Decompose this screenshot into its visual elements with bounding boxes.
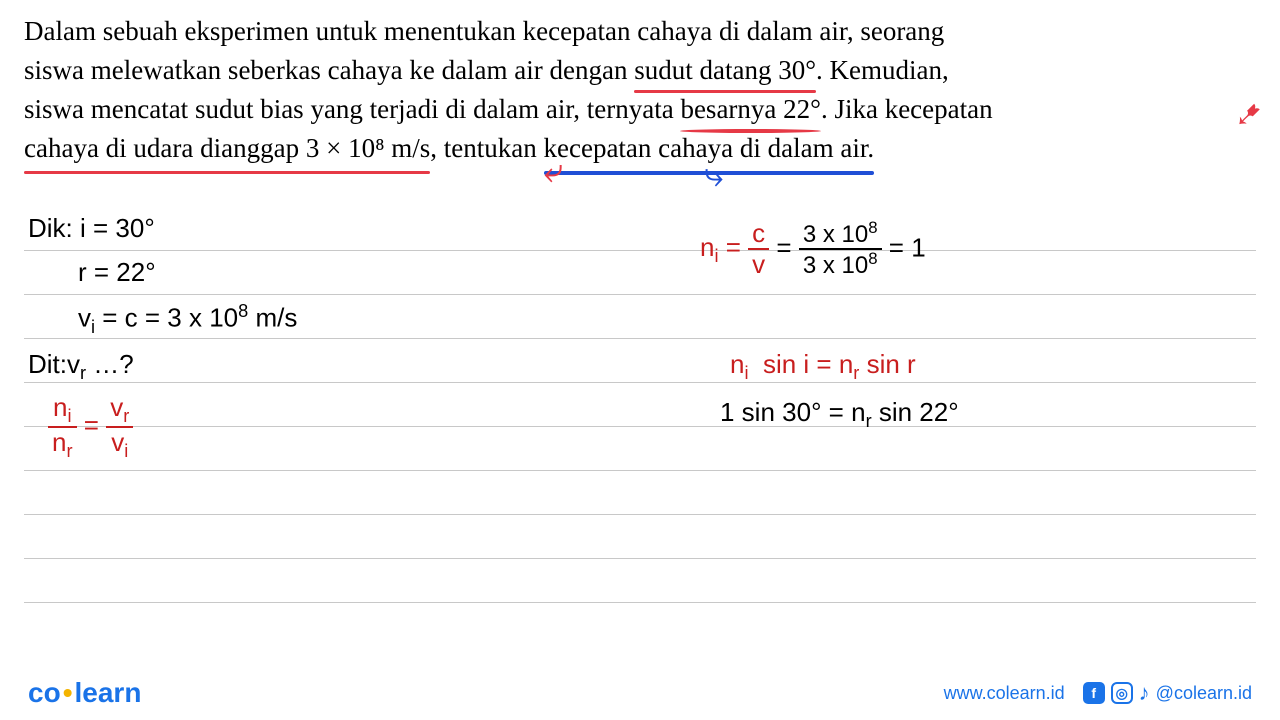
- text-segment: . Kemudian,: [816, 55, 949, 85]
- logo-co: co: [28, 677, 61, 708]
- text-segment: siswa mencatat sudut bias yang terjadi d…: [24, 94, 680, 124]
- problem-statement: Dalam sebuah eksperimen untuk menentukan…: [0, 0, 1280, 179]
- highlight-angle-refraction: besarnya 22°: [680, 90, 821, 129]
- problem-line-3: siswa mencatat sudut bias yang terjadi d…: [24, 90, 1256, 129]
- equals-sign: =: [84, 410, 106, 440]
- logo-learn: learn: [75, 677, 142, 708]
- tiktok-icon: ♪: [1139, 680, 1150, 706]
- frac-ni-nr: ni nr: [48, 393, 77, 461]
- instagram-icon: ◎: [1111, 682, 1133, 704]
- ruled-line: [24, 207, 1256, 251]
- value-vr-asked: vr …?: [67, 349, 134, 379]
- eq-ni-definition: ni = c v = 3 x 108 3 x 108 = 1: [700, 219, 926, 280]
- problem-line-1: Dalam sebuah eksperimen untuk menentukan…: [24, 12, 1256, 51]
- text-segment: . Jika: [821, 94, 885, 124]
- red-arrow-icon: ➷: [1234, 91, 1263, 140]
- social-links: f ◎ ♪ @colearn.id: [1083, 680, 1252, 706]
- value-i: i = 30°: [80, 213, 155, 243]
- text-segment: , tentukan: [430, 133, 543, 163]
- website-url: www.colearn.id: [944, 683, 1065, 704]
- footer: co•learn www.colearn.id f ◎ ♪ @colearn.i…: [0, 666, 1280, 720]
- ruled-line: [24, 471, 1256, 515]
- logo-dot-icon: •: [63, 677, 73, 708]
- problem-line-4: cahaya di udara dianggap 3 × 10⁸ m/s, te…: [24, 129, 1256, 170]
- given-i: Dik: i = 30°: [28, 213, 155, 244]
- text-segment: kecepatan: [885, 94, 993, 124]
- colearn-logo: co•learn: [28, 677, 141, 709]
- equals-sign: =: [776, 232, 798, 262]
- ruled-line: [24, 515, 1256, 559]
- result-one: = 1: [889, 232, 926, 262]
- frac-c-v: c v: [748, 219, 769, 278]
- asked-vr: Dit:vr …?: [28, 349, 134, 384]
- ruled-line: [24, 427, 1256, 471]
- highlight-speed-air: cahaya di udara dianggap 3 × 10⁸ m/s: [24, 129, 430, 170]
- ruled-line: [24, 339, 1256, 383]
- ruled-line: [24, 603, 1256, 647]
- highlight-angle-incidence: sudut datang 30°: [634, 51, 816, 90]
- frac-3e8: 3 x 108 3 x 108: [799, 219, 882, 280]
- given-r: r = 22°: [78, 257, 156, 288]
- facebook-icon: f: [1083, 682, 1105, 704]
- blue-hook-icon: ⤷: [704, 151, 723, 200]
- problem-line-2: siswa melewatkan seberkas cahaya ke dala…: [24, 51, 1256, 90]
- given-vi: vi = c = 3 x 108 m/s: [78, 301, 297, 338]
- ruled-line: [24, 383, 1256, 427]
- label-dit: Dit:: [28, 349, 67, 379]
- ruled-line: [24, 559, 1256, 603]
- eq-snells-substituted: 1 sin 30° = nr sin 22°: [720, 397, 959, 432]
- eq-snells-law: ni sin i = nr sin r: [730, 349, 916, 384]
- footer-right: www.colearn.id f ◎ ♪ @colearn.id: [944, 680, 1252, 706]
- red-curve-icon: ⤶: [544, 147, 563, 196]
- ruled-line: [24, 251, 1256, 295]
- frac-vr-vi: vr vi: [106, 393, 133, 461]
- eq-ni-nr-ratio: ni nr = vr vi: [48, 393, 133, 461]
- text-segment: siswa melewatkan seberkas cahaya ke dala…: [24, 55, 634, 85]
- social-handle: @colearn.id: [1156, 683, 1252, 704]
- ni-symbol: ni =: [700, 232, 748, 262]
- work-area: Dik: i = 30° r = 22° vi = c = 3 x 108 m/…: [0, 207, 1280, 647]
- label-dik: Dik:: [28, 213, 80, 243]
